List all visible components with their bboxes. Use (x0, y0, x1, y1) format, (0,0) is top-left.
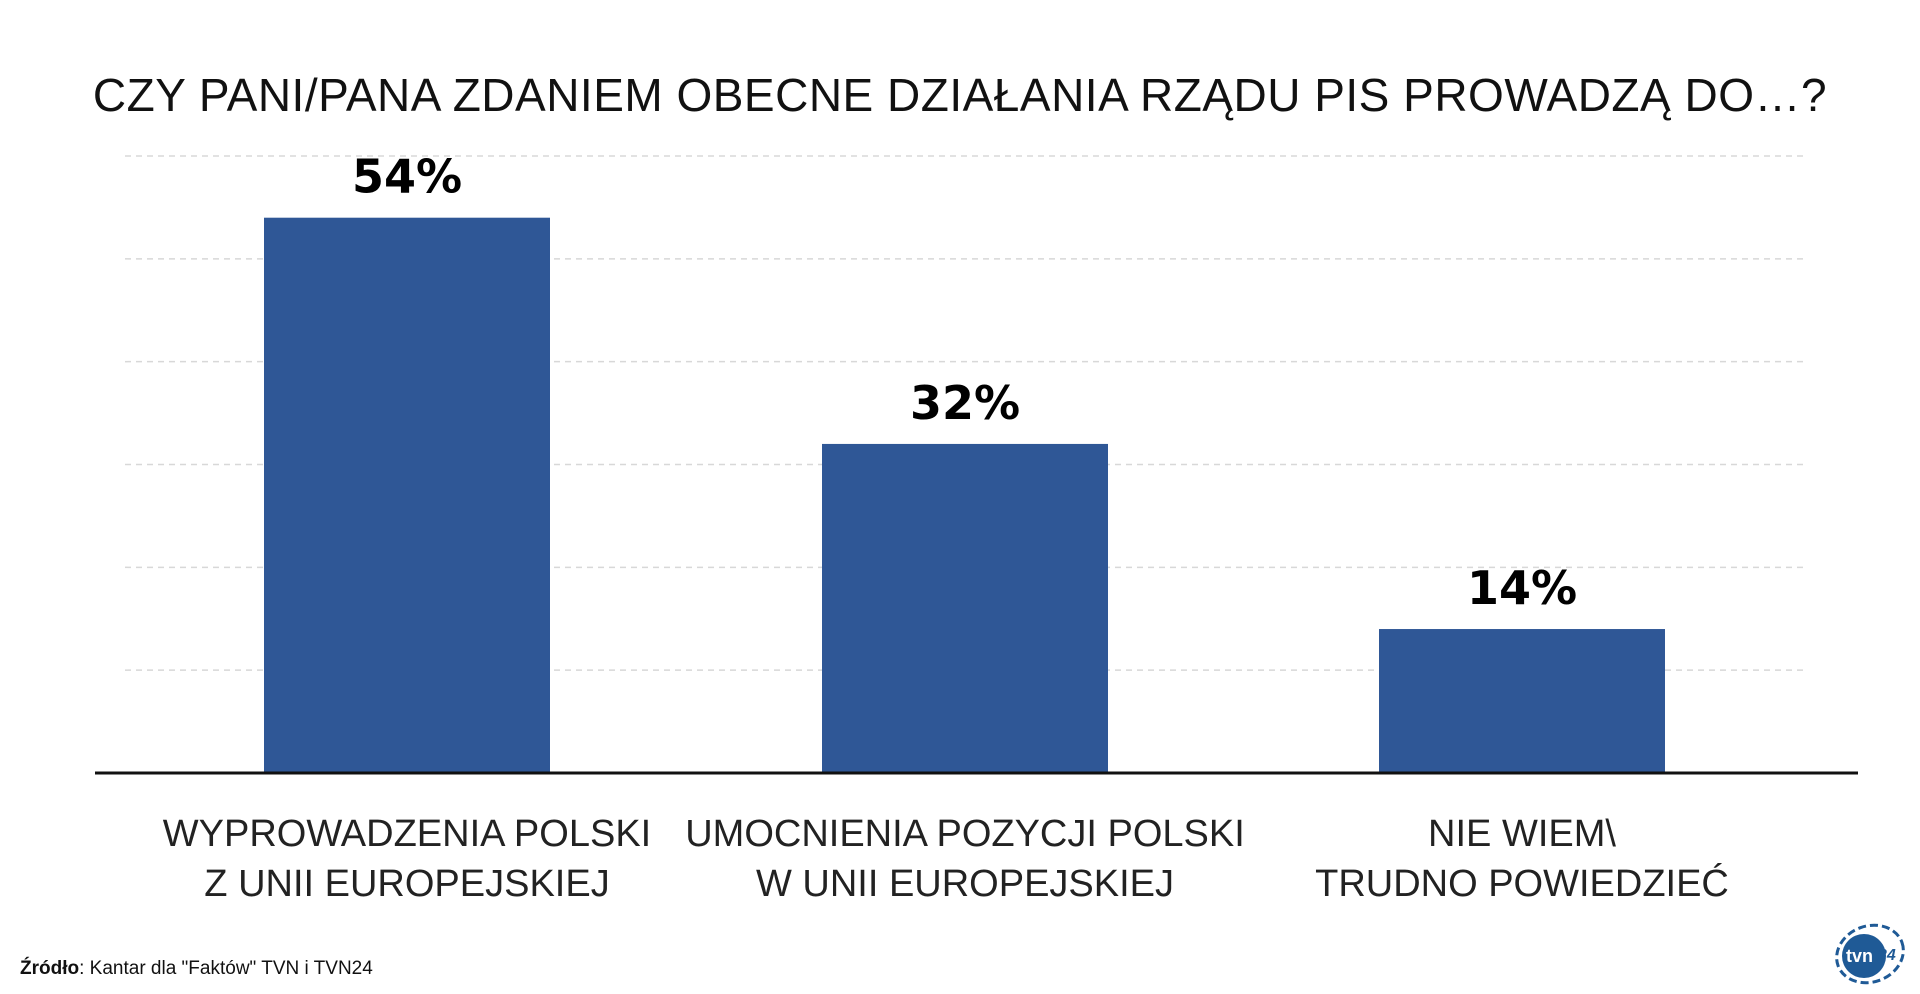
category-label: Z UNII EUROPEJSKIEJ (204, 863, 609, 905)
category-label: UMOCNIENIA POZYCJI POLSKI (685, 813, 1245, 855)
value-label: 54% (352, 150, 462, 204)
bar (264, 217, 550, 773)
value-label: 32% (910, 376, 1020, 430)
category-label: W UNII EUROPEJSKIEJ (756, 863, 1174, 905)
bar (1379, 629, 1665, 773)
source-label: Źródło (20, 958, 80, 979)
tvn24-logo: tvn 24 (1835, 923, 1905, 985)
source-note: Źródło: Kantar dla "Faktów" TVN i TVN24 (20, 958, 373, 980)
category-label: WYPROWADZENIA POLSKI (163, 813, 651, 855)
value-label: 14% (1467, 561, 1577, 615)
svg-text:24: 24 (1877, 947, 1896, 964)
category-label: NIE WIEM\ (1428, 813, 1616, 855)
svg-text:tvn: tvn (1846, 946, 1873, 966)
category-label: TRUDNO POWIEDZIEĆ (1315, 862, 1729, 905)
source-text: : Kantar dla "Faktów" TVN i TVN24 (79, 958, 373, 979)
chart-title: CZY PANI/PANA ZDANIEM OBECNE DZIAŁANIA R… (92, 69, 1828, 121)
bar (822, 443, 1108, 773)
